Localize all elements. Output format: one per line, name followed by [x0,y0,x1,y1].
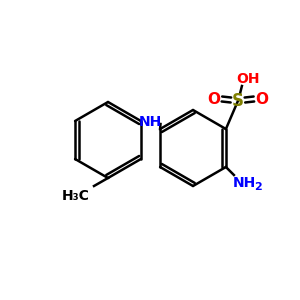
Text: NH: NH [139,115,162,129]
Text: O: O [207,92,220,106]
Text: OH: OH [236,72,260,86]
Text: H₃C: H₃C [62,189,90,203]
Text: O: O [255,92,268,106]
Text: 2: 2 [254,182,262,192]
Text: NH: NH [232,176,256,190]
Text: S: S [232,92,244,110]
